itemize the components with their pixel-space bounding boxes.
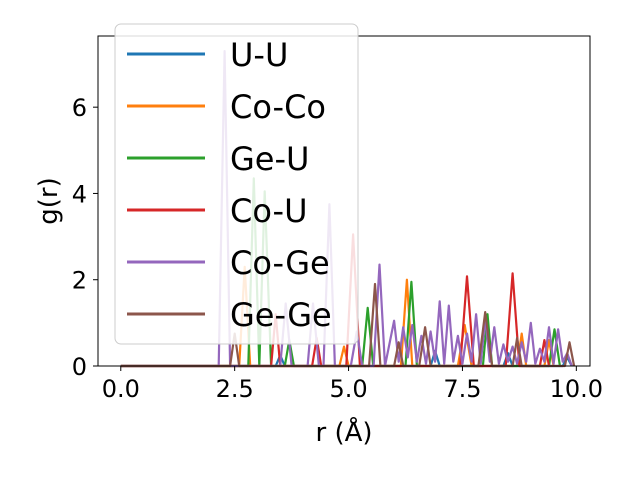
legend-label: U-U	[230, 36, 288, 74]
x-axis-title: r (Å)	[315, 416, 372, 448]
x-tick-label: 0.0	[102, 375, 140, 403]
x-axis-ticks: 0.0 2.5 5.0 7.5 10.0	[102, 366, 603, 403]
x-tick-label: 10.0	[550, 375, 603, 403]
legend-label: Co-Co	[230, 88, 326, 126]
y-axis-title: g(r)	[34, 177, 64, 224]
legend-label: Ge-Ge	[230, 296, 332, 334]
legend-box	[114, 23, 359, 345]
y-tick-label: 0	[72, 353, 87, 381]
y-axis-ticks: 0 2 4 6	[72, 94, 98, 381]
legend: U-U Co-Co Ge-U Co-U Co-Ge Ge-Ge	[114, 23, 359, 345]
y-tick-label: 4	[72, 180, 87, 208]
x-tick-label: 5.0	[329, 375, 367, 403]
x-tick-label: 7.5	[443, 375, 481, 403]
x-tick-label: 2.5	[216, 375, 254, 403]
y-tick-label: 6	[72, 94, 87, 122]
legend-label: Co-Ge	[230, 244, 330, 282]
legend-label: Ge-U	[230, 140, 309, 178]
y-tick-label: 2	[72, 267, 87, 295]
legend-label: Co-U	[230, 192, 307, 230]
